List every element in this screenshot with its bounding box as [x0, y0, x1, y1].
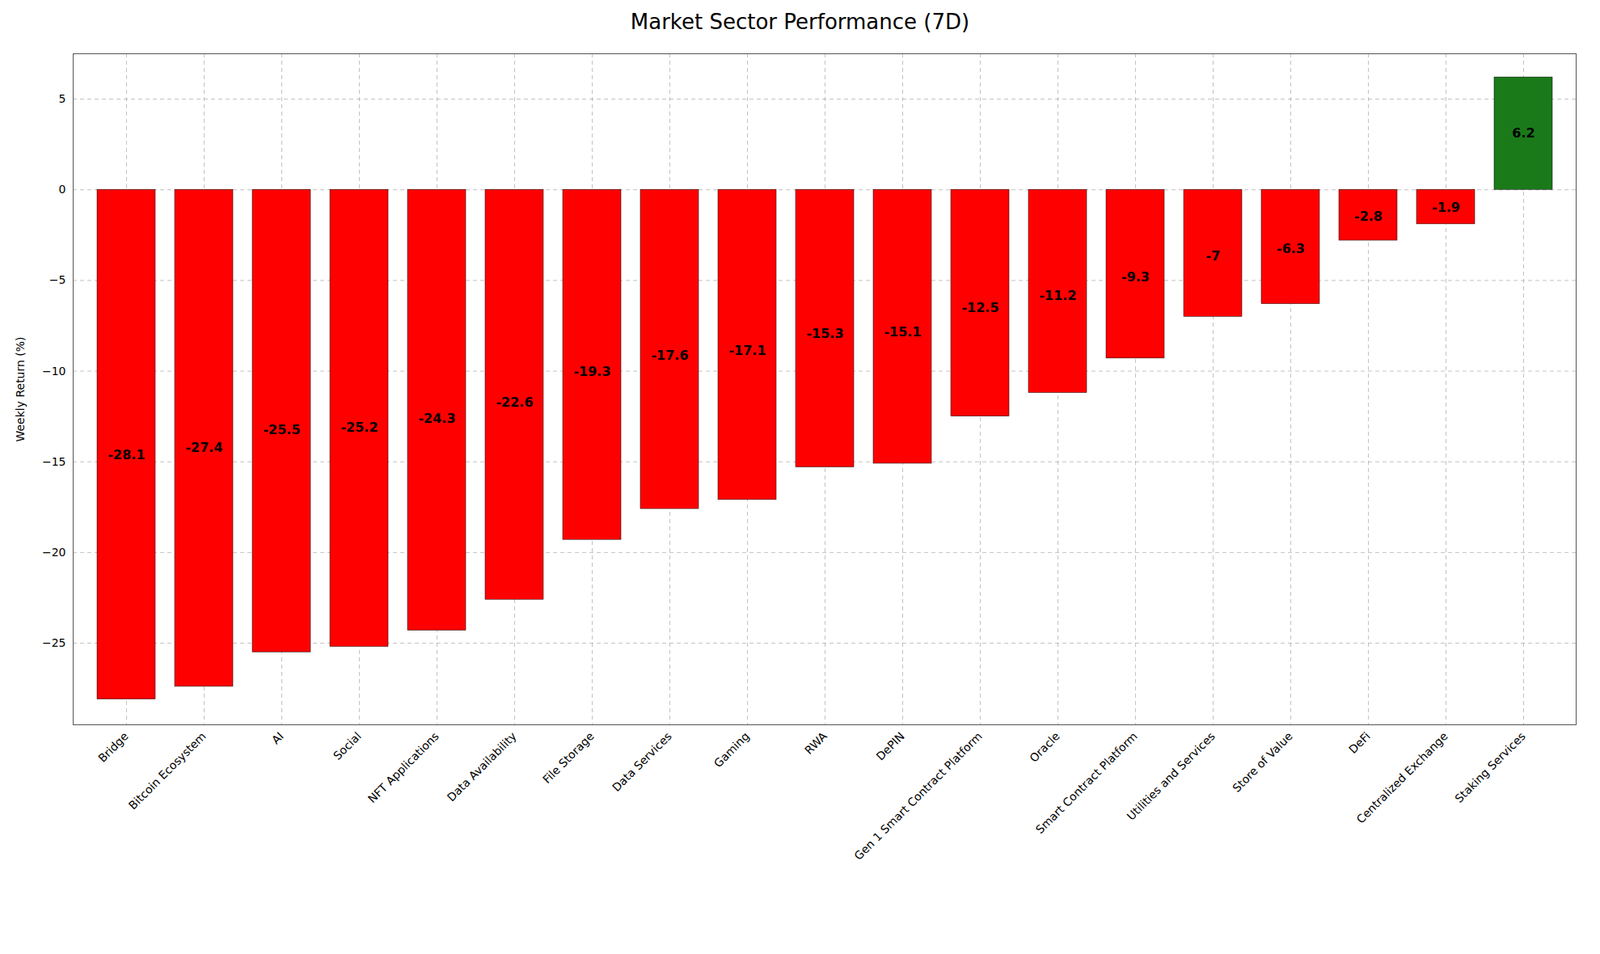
- svg-text:-27.4: -27.4: [185, 439, 223, 456]
- svg-text:Gaming: Gaming: [711, 729, 752, 770]
- svg-text:NFT Applications: NFT Applications: [365, 729, 442, 806]
- svg-text:-6.3: -6.3: [1276, 240, 1305, 257]
- svg-text:DePIN: DePIN: [873, 729, 907, 763]
- html-text:Market Sector Performance (7D): Market Sector Performance (7D): [630, 9, 970, 34]
- svg-text:-17.6: -17.6: [650, 347, 689, 364]
- svg-text:Staking Services: Staking Services: [1452, 729, 1528, 805]
- svg-text:5: 5: [59, 92, 67, 106]
- svg-text:RWA: RWA: [802, 729, 830, 757]
- svg-text:-17.1: -17.1: [728, 342, 766, 359]
- svg-text:-2.8: -2.8: [1354, 208, 1383, 224]
- svg-text:-11.2: -11.2: [1038, 287, 1077, 304]
- svg-text:Weekly Return (%): Weekly Return (%): [13, 336, 27, 442]
- svg-text:Social: Social: [330, 729, 364, 763]
- svg-text:-15.1: -15.1: [883, 324, 921, 340]
- svg-text:Data Services: Data Services: [609, 729, 675, 794]
- svg-text:-1.9: -1.9: [1431, 199, 1461, 216]
- svg-text:-15.3: -15.3: [806, 325, 844, 342]
- svg-text:−20: −20: [42, 545, 67, 559]
- svg-text:Data Availability: Data Availability: [444, 729, 520, 804]
- svg-text:6.2: 6.2: [1511, 125, 1535, 141]
- svg-text:Utilities and Services: Utilities and Services: [1124, 729, 1218, 823]
- svg-text:-28.1: -28.1: [107, 447, 145, 463]
- svg-text:−5: −5: [49, 273, 67, 287]
- svg-text:File Storage: File Storage: [540, 729, 597, 786]
- svg-text:−15: −15: [42, 455, 67, 469]
- svg-text:Oracle: Oracle: [1026, 729, 1063, 765]
- svg-text:Gen 1 Smart Contract Platform: Gen 1 Smart Contract Platform: [851, 729, 985, 863]
- svg-text:Centralized Exchange: Centralized Exchange: [1354, 729, 1451, 826]
- svg-text:AI: AI: [269, 729, 287, 747]
- svg-text:-25.5: -25.5: [262, 422, 300, 438]
- svg-text:Bitcoin Ecosystem: Bitcoin Ecosystem: [126, 729, 209, 812]
- svg-text:Smart Contract Platform: Smart Contract Platform: [1033, 729, 1140, 836]
- svg-text:-19.3: -19.3: [573, 363, 611, 380]
- svg-text:Store of Value: Store of Value: [1229, 729, 1295, 794]
- svg-text:-22.6: -22.6: [495, 394, 533, 410]
- svg-text:-24.3: -24.3: [417, 410, 456, 427]
- svg-text:−25: −25: [42, 636, 67, 650]
- svg-text:DeFi: DeFi: [1346, 729, 1373, 756]
- svg-text:-12.5: -12.5: [961, 299, 999, 316]
- svg-text:-9.3: -9.3: [1121, 269, 1150, 285]
- svg-text:−10: −10: [42, 364, 67, 378]
- svg-text:-7: -7: [1206, 248, 1221, 264]
- svg-text:0: 0: [59, 182, 67, 196]
- svg-text:-25.2: -25.2: [340, 419, 378, 435]
- svg-text:Bridge: Bridge: [95, 729, 131, 765]
